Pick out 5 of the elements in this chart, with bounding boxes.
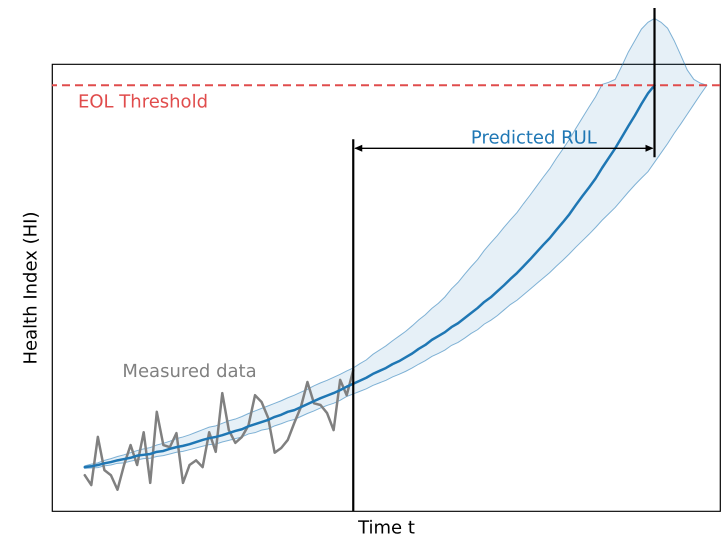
annotation: Predicted RUL — [470, 127, 597, 148]
x-axis-title: Time t — [357, 518, 415, 538]
ref-line-label: EOL Threshold — [78, 91, 208, 112]
y-axis-title: Health Index (HI) — [20, 212, 42, 364]
series-label: Measured data — [122, 361, 257, 382]
